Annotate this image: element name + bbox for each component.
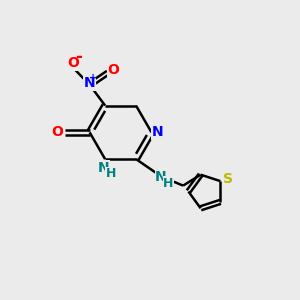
Text: N: N xyxy=(84,76,96,91)
Text: H: H xyxy=(106,167,116,180)
Text: O: O xyxy=(67,56,79,70)
Text: N: N xyxy=(152,125,164,139)
Text: N: N xyxy=(155,170,167,184)
Text: +: + xyxy=(89,74,98,83)
Text: H: H xyxy=(163,177,174,190)
Text: O: O xyxy=(107,63,119,76)
Text: -: - xyxy=(75,48,82,66)
Text: S: S xyxy=(223,172,233,186)
Text: N: N xyxy=(98,161,109,175)
Text: O: O xyxy=(51,125,63,139)
